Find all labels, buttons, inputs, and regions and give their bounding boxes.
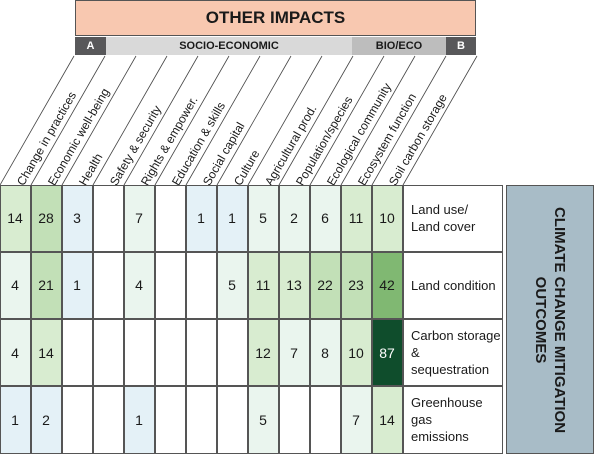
row-label-line: sequestration [411,362,490,378]
header-divider [278,55,354,186]
heatmap-cell: 22 [309,251,341,319]
header-divider [402,55,478,186]
category-a: A [75,37,106,55]
row-label: Carbon storage & sequestration [403,319,503,387]
heatmap-cell [154,251,186,319]
heatmap-cell [61,319,93,387]
heatmap-cell: 3 [61,184,93,252]
heatmap-cell: 4 [0,251,31,319]
heatmap-cell: 1 [123,386,155,454]
category-socio-economic: SOCIO-ECONOMIC [106,37,352,55]
heatmap-cell: 23 [340,251,372,319]
heatmap-cell [154,386,186,454]
heatmap-cell: 7 [278,319,310,387]
heatmap-cell: 5 [247,184,279,252]
header-divider [0,55,75,186]
heatmap-cell: 11 [247,251,279,319]
heatmap-cell: 14 [371,386,403,454]
heatmap-cell: 28 [30,184,62,252]
header-divider [30,55,106,186]
header-divider [371,55,447,186]
heatmap-cell: 10 [340,319,372,387]
row-label-line: Carbon storage & [411,328,501,361]
header-divider-lines [0,55,478,186]
heatmap-cell [278,386,310,454]
heatmap-cell: 21 [30,251,62,319]
heatmap-cell [92,184,124,252]
heatmap-cell [216,386,248,454]
row-label-text: Carbon storage & sequestration [411,327,502,378]
heatmap-cell [92,319,124,387]
heatmap-cell [154,319,186,387]
category-bio-eco: BIO/ECO [352,37,446,55]
sidebar-label: CLIMATE CHANGE MITIGATION OUTCOMES [532,206,568,433]
row-label-line: emissions [411,429,469,445]
heatmap-cell: 2 [30,386,62,454]
heatmap-cell: 4 [123,251,155,319]
heatmap-cell: 14 [30,319,62,387]
heatmap-cell: 7 [123,184,155,252]
heatmap-cell [216,319,248,387]
heatmap-cell: 6 [309,184,341,252]
header-divider [154,55,230,186]
header-divider [185,55,261,186]
heatmap-cell: 5 [247,386,279,454]
heatmap-cell [92,251,124,319]
heatmap-cell: 2 [278,184,310,252]
header-divider [123,55,199,186]
heatmap-cell: 14 [0,184,31,252]
heatmap-cell [154,184,186,252]
heatmap-cell: 7 [340,386,372,454]
heatmap-cell [92,386,124,454]
header-divider [247,55,323,186]
heatmap-cell: 10 [371,184,403,252]
header-divider [61,55,137,186]
header-divider [340,55,416,186]
row-label-line: Land cover [411,219,476,235]
row-label: Land use/Land cover [403,184,503,252]
row-label-text: Land use/Land cover [411,201,475,235]
header-divider [216,55,292,186]
heatmap-cell: 1 [216,184,248,252]
row-label: Greenhouse gas emissions [403,386,503,454]
heatmap-cell: 87 [371,319,403,387]
heatmap-cell [309,386,341,454]
heatmap-cell: 13 [278,251,310,319]
heatmap-cell: 12 [247,319,279,387]
heatmap-cell [123,319,155,387]
heatmap-cell: 1 [185,184,217,252]
heatmap-cell: 4 [0,319,31,387]
heatmap-cell [185,319,217,387]
header-divider [92,55,168,186]
heatmap-cell [185,251,217,319]
heatmap-cell: 42 [371,251,403,319]
heatmap-cell [61,386,93,454]
category-b: B [446,37,476,55]
row-label-text: Land condition [411,277,496,294]
heatmap-cell: 5 [216,251,248,319]
heatmap-cell: 11 [340,184,372,252]
heatmap-cell: 1 [61,251,93,319]
outcomes-sidebar: CLIMATE CHANGE MITIGATION OUTCOMES [506,185,594,454]
row-label-text: Greenhouse gas emissions [411,394,502,445]
heatmap-cell [185,386,217,454]
heatmap-cell: 8 [309,319,341,387]
row-label-line: Land condition [411,277,496,293]
header-divider [309,55,385,186]
row-label-line: Land use/ [411,202,469,218]
chart-title: OTHER IMPACTS [75,0,476,36]
row-label: Land condition [403,251,503,319]
heatmap-cell: 1 [0,386,31,454]
row-label-line: Greenhouse gas [411,395,483,428]
